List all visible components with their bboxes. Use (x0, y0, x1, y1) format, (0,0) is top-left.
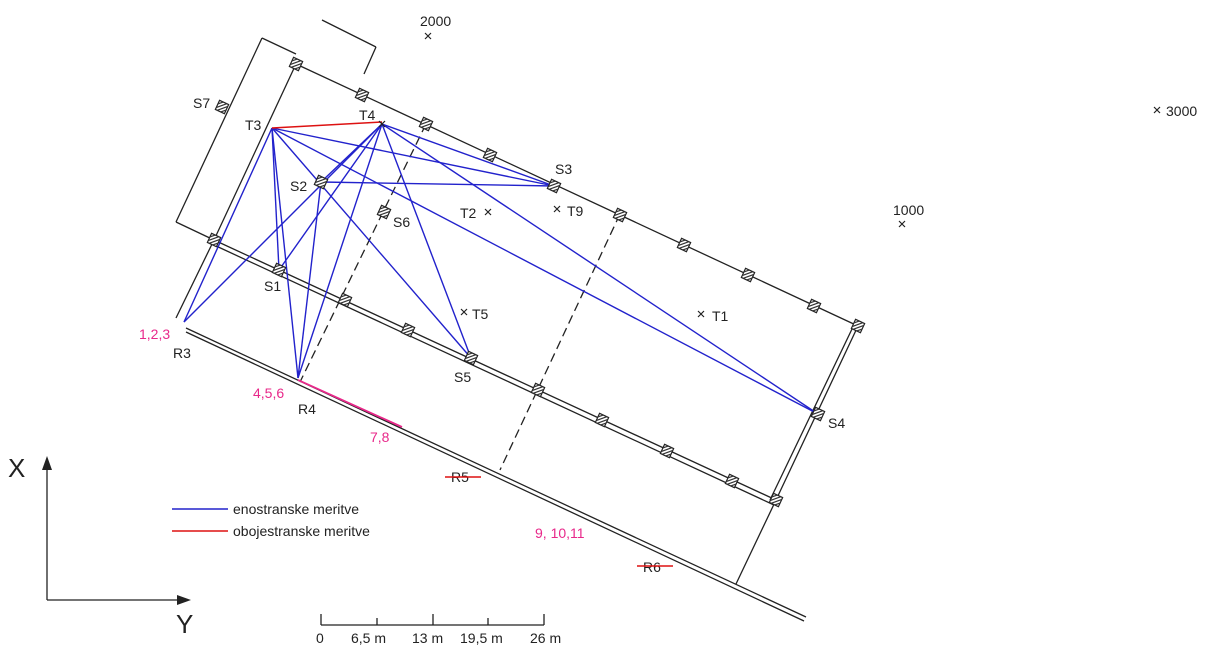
cross-point-icon (1153, 106, 1161, 114)
scale-tick-0: 0 (316, 630, 324, 646)
group-9-10-11: 9, 10,11 (535, 525, 585, 541)
two-sided-measurements (271, 121, 383, 129)
survey-marker-icon (354, 87, 370, 103)
coordinate-axes: X Y (8, 453, 193, 639)
label-s2: S2 (290, 178, 307, 194)
label-t4: T4 (359, 107, 376, 123)
ref-1000: 1000 (893, 202, 924, 218)
cross-point-icon (553, 205, 561, 213)
group-4-5-6: 4,5,6 (253, 385, 284, 401)
survey-marker-icon (724, 473, 740, 489)
label-t3: T3 (245, 117, 262, 133)
cross-point-icon (378, 120, 386, 128)
group-7-8: 7,8 (370, 429, 390, 445)
survey-marker-icon (768, 492, 784, 508)
scale-tick-2: 13 m (412, 630, 443, 646)
survey-marker-icon (418, 116, 434, 132)
survey-marker-icon (546, 178, 562, 194)
label-s3: S3 (555, 161, 572, 177)
cross-point-icon (460, 308, 468, 316)
survey-markers (206, 56, 866, 508)
label-t9: T9 (567, 203, 584, 219)
ref-2000: 2000 (420, 13, 451, 29)
label-s7: S7 (193, 95, 210, 111)
survey-marker-icon (659, 443, 675, 459)
label-r3: R3 (173, 345, 191, 361)
axis-label-y: Y (176, 609, 193, 639)
label-s1: S1 (264, 278, 281, 294)
label-t2: T2 (460, 205, 477, 221)
section-lines (299, 123, 621, 471)
cross-point-icon (424, 32, 432, 40)
legend-label-two-sided: obojestranske meritve (233, 523, 370, 539)
reference-labels: 2000 3000 1000 (420, 13, 1197, 218)
survey-marker-icon (271, 262, 287, 278)
label-s6: S6 (393, 214, 410, 230)
survey-marker-icon (676, 237, 692, 253)
survey-marker-icon (206, 232, 222, 248)
label-s4: S4 (828, 415, 845, 431)
label-t5: T5 (472, 306, 489, 322)
group-1-2-3: 1,2,3 (139, 326, 170, 342)
scale-tick-3: 19,5 m (460, 630, 503, 646)
cross-point-icon (484, 208, 492, 216)
structure-outline (175, 19, 859, 622)
survey-marker-icon (376, 204, 392, 220)
survey-marker-icon (288, 56, 304, 72)
survey-marker-icon (740, 267, 756, 283)
survey-marker-icon (482, 147, 498, 163)
cross-point-icon (697, 310, 705, 318)
one-sided-measurements (183, 123, 819, 415)
legend-label-one-sided: enostranske meritve (233, 501, 359, 517)
survey-marker-icon (214, 99, 230, 115)
cross-point-icon (898, 220, 906, 228)
axis-label-x: X (8, 453, 25, 483)
survey-marker-icon (806, 298, 822, 314)
label-r4: R4 (298, 401, 316, 417)
scale-bar: 0 6,5 m 13 m 19,5 m 26 m (316, 614, 561, 646)
survey-marker-icon (850, 318, 866, 334)
cross-points (378, 32, 1161, 318)
label-r6: R6 (643, 559, 661, 575)
point-labels: S1 S2 S3 S4 S5 S6 S7 T1 T2 T3 T4 T5 T9 R… (173, 95, 845, 575)
survey-marker-icon (400, 322, 416, 338)
label-s5: S5 (454, 369, 471, 385)
ref-3000: 3000 (1166, 103, 1197, 119)
survey-marker-icon (463, 350, 479, 366)
label-t1: T1 (712, 308, 729, 324)
legend: enostranske meritve obojestranske meritv… (172, 501, 370, 539)
survey-marker-icon (530, 382, 546, 398)
survey-marker-icon (612, 207, 628, 223)
survey-marker-icon (337, 292, 353, 308)
survey-marker-icon (810, 406, 826, 422)
wall-segment-highlight (297, 379, 403, 428)
scale-tick-1: 6,5 m (351, 630, 386, 646)
measurement-group-labels: 1,2,3 4,5,6 7,8 9, 10,11 (139, 326, 585, 541)
survey-marker-icon (313, 174, 329, 190)
scale-tick-4: 26 m (530, 630, 561, 646)
survey-marker-icon (594, 412, 610, 428)
